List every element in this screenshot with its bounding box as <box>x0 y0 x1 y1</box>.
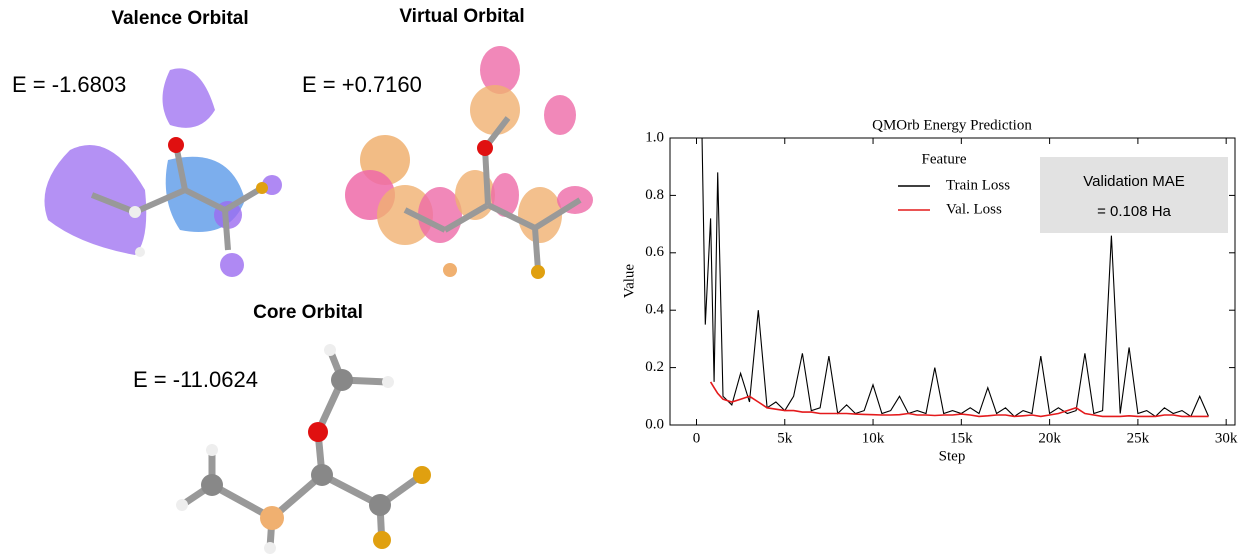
x-tick-label: 30k <box>1215 430 1238 446</box>
y-tick-label: 0.2 <box>645 359 664 375</box>
plot-frame <box>669 137 1236 426</box>
y-tick-label: 0.0 <box>645 416 664 432</box>
annotation-box <box>1040 157 1228 233</box>
orbital-title: Valence Orbital <box>111 8 248 29</box>
orbital-title: Virtual Orbital <box>399 6 524 27</box>
legend-label: Val. Loss <box>946 201 1002 217</box>
y-tick-label: 0.4 <box>645 302 664 318</box>
x-tick-label: 15k <box>950 430 973 446</box>
y-tick-label: 0.8 <box>645 187 664 203</box>
x-tick-label: 0 <box>693 430 701 446</box>
y-tick-label: 0.6 <box>645 244 664 260</box>
x-tick-label: 25k <box>1127 430 1150 446</box>
legend-title: Feature <box>922 151 967 167</box>
core-molecule <box>176 344 431 554</box>
x-tick-label: 10k <box>862 430 885 446</box>
legend-label: Train Loss <box>946 177 1010 193</box>
annotation-text: Validation MAE <box>1083 173 1184 190</box>
valence-molecule <box>44 68 282 277</box>
orbital-energy: E = +0.7160 <box>302 72 422 97</box>
chart-title: QMOrb Energy Prediction <box>872 117 1032 133</box>
virtual-molecule <box>345 46 593 279</box>
orbital-energy: E = -11.0624 <box>133 367 258 392</box>
annotation-text: = 0.108 Ha <box>1097 203 1171 220</box>
series-line <box>709 381 1209 418</box>
loss-chart: QMOrb Energy Prediction Step Value 0.0 0.… <box>621 117 1237 464</box>
x-tick-label: 20k <box>1038 430 1061 446</box>
x-axis-label: Step <box>939 448 966 464</box>
y-tick-label: 1.0 <box>645 129 664 145</box>
orbital-title: Core Orbital <box>253 302 363 323</box>
y-axis-label: Value <box>621 264 637 298</box>
orbital-energy: E = -1.6803 <box>12 72 126 97</box>
x-tick-label: 5k <box>777 430 793 446</box>
